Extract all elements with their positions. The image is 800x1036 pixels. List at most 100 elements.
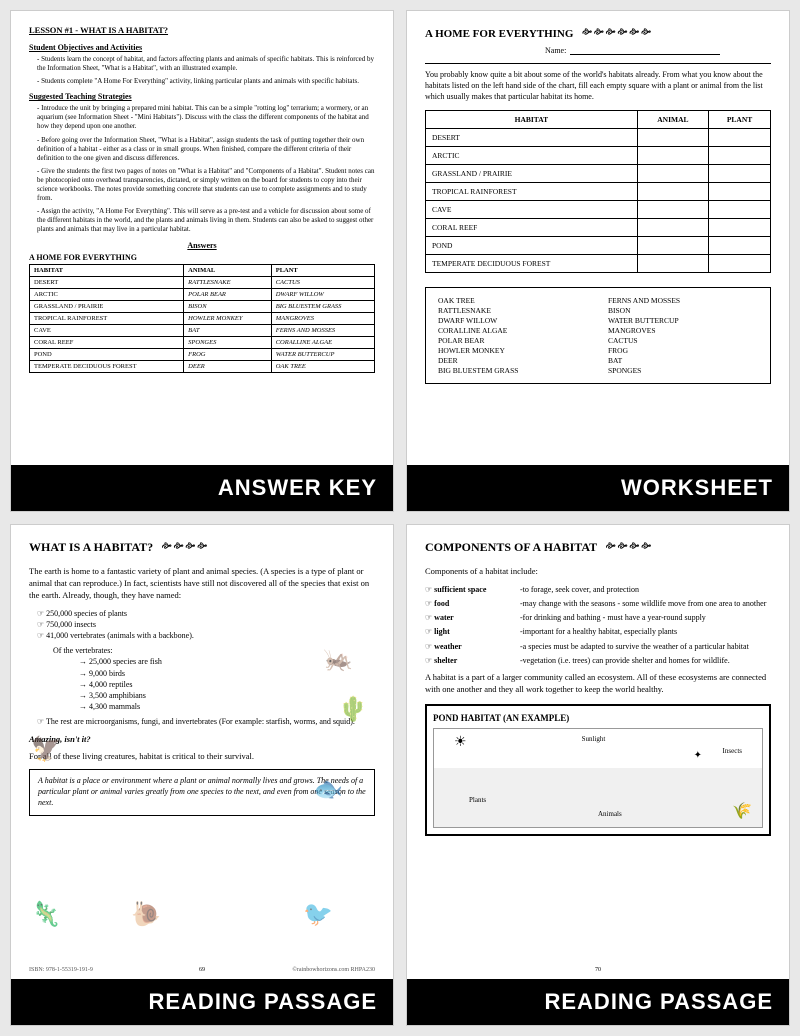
component-desc: -a species must be adapted to survive th…	[520, 641, 771, 652]
table-cell: DWARF WILLOW	[271, 288, 374, 300]
table-row: CORAL REEF	[426, 219, 771, 237]
word-bank-item: OAK TREE	[438, 296, 588, 305]
component-name: light	[425, 626, 520, 637]
page-number: 69	[199, 967, 205, 973]
habitat-cell: DESERT	[426, 129, 638, 147]
pond-label-sunlight: Sunlight	[582, 735, 606, 745]
table-cell: SPONGES	[184, 336, 272, 348]
sun-icon: ☀	[454, 733, 467, 753]
plant-blank-cell[interactable]	[709, 147, 771, 165]
plant-blank-cell[interactable]	[709, 201, 771, 219]
answer-key-panel: LESSON #1 - WHAT IS A HABITAT? Student O…	[10, 10, 394, 512]
name-label: Name:	[545, 46, 566, 55]
table-row: TROPICAL RAINFORESTHOWLER MONKEYMANGROVE…	[30, 312, 375, 324]
components-list: sufficient space-to forage, seek cover, …	[425, 584, 771, 666]
table-cell: GRASSLAND / PRAIRIE	[30, 300, 184, 312]
animal-blank-cell[interactable]	[637, 219, 708, 237]
component-name: shelter	[425, 655, 520, 666]
table-row: TEMPERATE DECIDUOUS FOREST	[426, 255, 771, 273]
critical-text: For all of these living creatures, habit…	[29, 751, 375, 763]
animal-blank-cell[interactable]	[637, 183, 708, 201]
objective-item: Students complete "A Home For Everything…	[37, 77, 375, 86]
worksheet-title-text: A HOME FOR EVERYTHING	[425, 28, 573, 40]
plant-blank-cell[interactable]	[709, 165, 771, 183]
component-row: light-important for a healthy habitat, e…	[425, 626, 771, 637]
insect-illustration-icon: 🦗	[323, 645, 353, 674]
table-row: DESERT	[426, 129, 771, 147]
rest-stat: The rest are microorganisms, fungi, and …	[37, 716, 375, 727]
plant-blank-cell[interactable]	[709, 183, 771, 201]
reading-passage-2-panel: COMPONENTS OF A HABITAT 🙚🙚🙚🙚 Components …	[406, 524, 790, 1026]
table-cell: OAK TREE	[271, 360, 374, 372]
lesson-title: LESSON #1 - WHAT IS A HABITAT?	[29, 25, 375, 35]
word-bank-item: FERNS AND MOSSES	[608, 296, 758, 305]
cactus-illustration-icon: 🌵	[338, 695, 368, 724]
table-cell: WATER BUTTERCUP	[271, 348, 374, 360]
habitat-cell: ARCTIC	[426, 147, 638, 165]
snail-illustration-icon: 🐌	[131, 900, 161, 929]
component-row: shelter-vegetation (i.e. trees) can prov…	[425, 655, 771, 666]
plant-blank-cell[interactable]	[709, 255, 771, 273]
name-field[interactable]: Name:	[545, 46, 771, 55]
table-cell: POLAR BEAR	[184, 288, 272, 300]
stat-mammals: 4,300 mammals	[79, 701, 375, 712]
worksheet-table: HABITAT ANIMAL PLANT DESERTARCTICGRASSLA…	[425, 110, 771, 273]
table-cell: FROG	[184, 348, 272, 360]
objectives-heading: Student Objectives and Activities	[29, 43, 375, 52]
plant-blank-cell[interactable]	[709, 219, 771, 237]
panel-label: READING PASSAGE	[407, 979, 789, 1025]
animal-blank-cell[interactable]	[637, 147, 708, 165]
animal-blank-cell[interactable]	[637, 201, 708, 219]
col-plant: PLANT	[271, 264, 374, 276]
reeds-icon: 🌾	[732, 801, 752, 823]
component-row: sufficient space-to forage, seek cover, …	[425, 584, 771, 595]
table-row: ARCTICPOLAR BEARDWARF WILLOW	[30, 288, 375, 300]
table-cell: CORAL REEF	[30, 336, 184, 348]
table-row: ARCTIC	[426, 147, 771, 165]
animal-blank-cell[interactable]	[637, 255, 708, 273]
animal-blank-cell[interactable]	[637, 165, 708, 183]
reading-page-1: WHAT IS A HABITAT? 🙚🙚🙚🙚 The earth is hom…	[11, 525, 393, 979]
table-cell: ARCTIC	[30, 288, 184, 300]
leaf-decoration-icon: 🙚🙚🙚🙚	[605, 539, 652, 556]
amazing-text: Amazing, isn't it?	[29, 734, 375, 746]
plant-blank-cell[interactable]	[709, 237, 771, 255]
answer-key-page: LESSON #1 - WHAT IS A HABITAT? Student O…	[11, 11, 393, 465]
table-cell: RATTLESNAKE	[184, 276, 272, 288]
word-bank-item: RATTLESNAKE	[438, 306, 588, 315]
stat-amphibians: 3,500 amphibians	[79, 690, 375, 701]
col-animal: ANIMAL	[637, 111, 708, 129]
leaf-decoration-icon: 🙚🙚🙚🙚	[161, 539, 208, 556]
species-stats: 250,000 species of plants 750,000 insect…	[37, 608, 375, 642]
habitat-cell: TEMPERATE DECIDUOUS FOREST	[426, 255, 638, 273]
pond-label-animals: Animals	[598, 810, 622, 820]
word-bank-item: BAT	[608, 356, 758, 365]
table-cell: BIG BLUESTEM GRASS	[271, 300, 374, 312]
reading-title-text: COMPONENTS OF A HABITAT	[425, 540, 597, 555]
components-lead: Components of a habitat include:	[425, 566, 771, 578]
table-cell: DEER	[184, 360, 272, 372]
plant-blank-cell[interactable]	[709, 129, 771, 147]
animal-blank-cell[interactable]	[637, 237, 708, 255]
fish-illustration-icon: 🐟	[313, 775, 343, 804]
worksheet-instructions: You probably know quite a bit about some…	[425, 63, 771, 102]
table-cell: CACTUS	[271, 276, 374, 288]
worksheet-page: A HOME FOR EVERYTHING 🙚🙚🙚🙚🙚🙚 Name: You p…	[407, 11, 789, 465]
page-number: 70	[595, 967, 601, 973]
answer-table: HABITAT ANIMAL PLANT DESERTRATTLESNAKECA…	[29, 264, 375, 373]
table-row: CORAL REEFSPONGESCORALLINE ALGAE	[30, 336, 375, 348]
table-row: DESERTRATTLESNAKECACTUS	[30, 276, 375, 288]
word-bank-item: WATER BUTTERCUP	[608, 316, 758, 325]
word-bank-item: BIG BLUESTEM GRASS	[438, 366, 588, 375]
table-cell: FERNS AND MOSSES	[271, 324, 374, 336]
answer-table-title: A HOME FOR EVERYTHING	[29, 253, 375, 262]
animal-blank-cell[interactable]	[637, 129, 708, 147]
component-name: water	[425, 612, 520, 623]
word-bank-item: CORALLINE ALGAE	[438, 326, 588, 335]
intro-paragraph: The earth is home to a fantastic variety…	[29, 566, 375, 602]
habitat-cell: CAVE	[426, 201, 638, 219]
strategies-heading: Suggested Teaching Strategies	[29, 92, 375, 101]
habitat-cell: GRASSLAND / PRAIRIE	[426, 165, 638, 183]
isbn-text: ISBN: 978-1-55319-191-9	[29, 967, 93, 973]
word-bank-item: SPONGES	[608, 366, 758, 375]
